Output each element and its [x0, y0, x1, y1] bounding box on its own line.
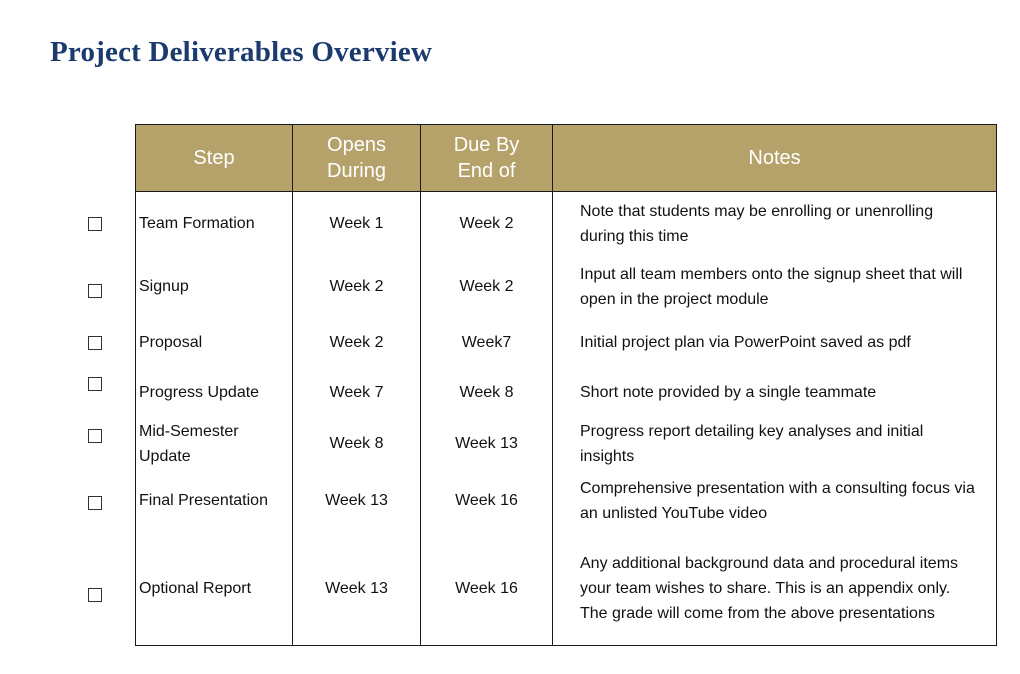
table-row: Team Formation Week 1 Week 2 Note that s… — [135, 191, 997, 256]
due-cell: Week 16 — [420, 531, 553, 646]
header-step: Step — [135, 124, 293, 192]
due-cell: Week 2 — [420, 191, 553, 256]
opens-cell: Week 8 — [292, 417, 421, 470]
step-cell: Optional Report — [135, 531, 293, 646]
row-checkbox-optional-report[interactable] — [88, 588, 102, 602]
step-cell: Progress Update — [135, 367, 293, 418]
opens-cell: Week 13 — [292, 531, 421, 646]
table-row: Optional Report Week 13 Week 16 Any addi… — [135, 531, 997, 646]
opens-cell: Week 7 — [292, 367, 421, 418]
step-cell: Mid-Semester Update — [135, 417, 293, 470]
row-checkbox-progress-update[interactable] — [88, 377, 102, 391]
notes-cell: Short note provided by a single teammate — [552, 367, 997, 418]
header-due-line2: End of — [457, 160, 516, 182]
table-header-row: Step Opens During Due By End of Notes — [135, 124, 997, 192]
notes-cell: Note that students may be enrolling or u… — [552, 191, 997, 256]
notes-cell: Input all team members onto the signup s… — [552, 255, 997, 318]
due-cell: Week 2 — [420, 255, 553, 318]
opens-cell: Week 2 — [292, 317, 421, 368]
notes-cell: Progress report detailing key analyses a… — [552, 417, 997, 470]
table-row: Progress Update Week 7 Week 8 Short note… — [135, 367, 997, 418]
step-cell: Signup — [135, 255, 293, 318]
header-due-by: Due By End of — [420, 124, 553, 192]
deliverables-table: Step Opens During Due By End of Notes Te… — [135, 124, 997, 646]
table-row: Final Presentation Week 13 Week 16 Compr… — [135, 469, 997, 532]
table-row: Proposal Week 2 Week7 Initial project pl… — [135, 317, 997, 368]
due-cell: Week 8 — [420, 367, 553, 418]
notes-cell: Any additional background data and proce… — [552, 531, 997, 646]
notes-cell: Comprehensive presentation with a consul… — [552, 469, 997, 532]
due-cell: Week7 — [420, 317, 553, 368]
table-row: Mid-Semester Update Week 8 Week 13 Progr… — [135, 417, 997, 470]
row-checkbox-proposal[interactable] — [88, 336, 102, 350]
step-cell: Final Presentation — [135, 469, 293, 532]
opens-cell: Week 1 — [292, 191, 421, 256]
row-checkbox-mid-semester-update[interactable] — [88, 429, 102, 443]
table-row: Signup Week 2 Week 2 Input all team memb… — [135, 255, 997, 318]
header-opens-line2: During — [327, 160, 386, 182]
header-notes: Notes — [552, 124, 997, 192]
header-opens-line1: Opens — [327, 134, 386, 156]
due-cell: Week 13 — [420, 417, 553, 470]
notes-cell: Initial project plan via PowerPoint save… — [552, 317, 997, 368]
row-checkbox-final-presentation[interactable] — [88, 496, 102, 510]
opens-cell: Week 2 — [292, 255, 421, 318]
step-cell: Proposal — [135, 317, 293, 368]
row-checkbox-signup[interactable] — [88, 284, 102, 298]
due-cell: Week 16 — [420, 469, 553, 532]
header-due-line1: Due By — [453, 134, 520, 156]
opens-cell: Week 13 — [292, 469, 421, 532]
row-checkbox-team-formation[interactable] — [88, 217, 102, 231]
step-cell: Team Formation — [135, 191, 293, 256]
header-opens-during: Opens During — [292, 124, 421, 192]
page-title: Project Deliverables Overview — [50, 36, 433, 68]
